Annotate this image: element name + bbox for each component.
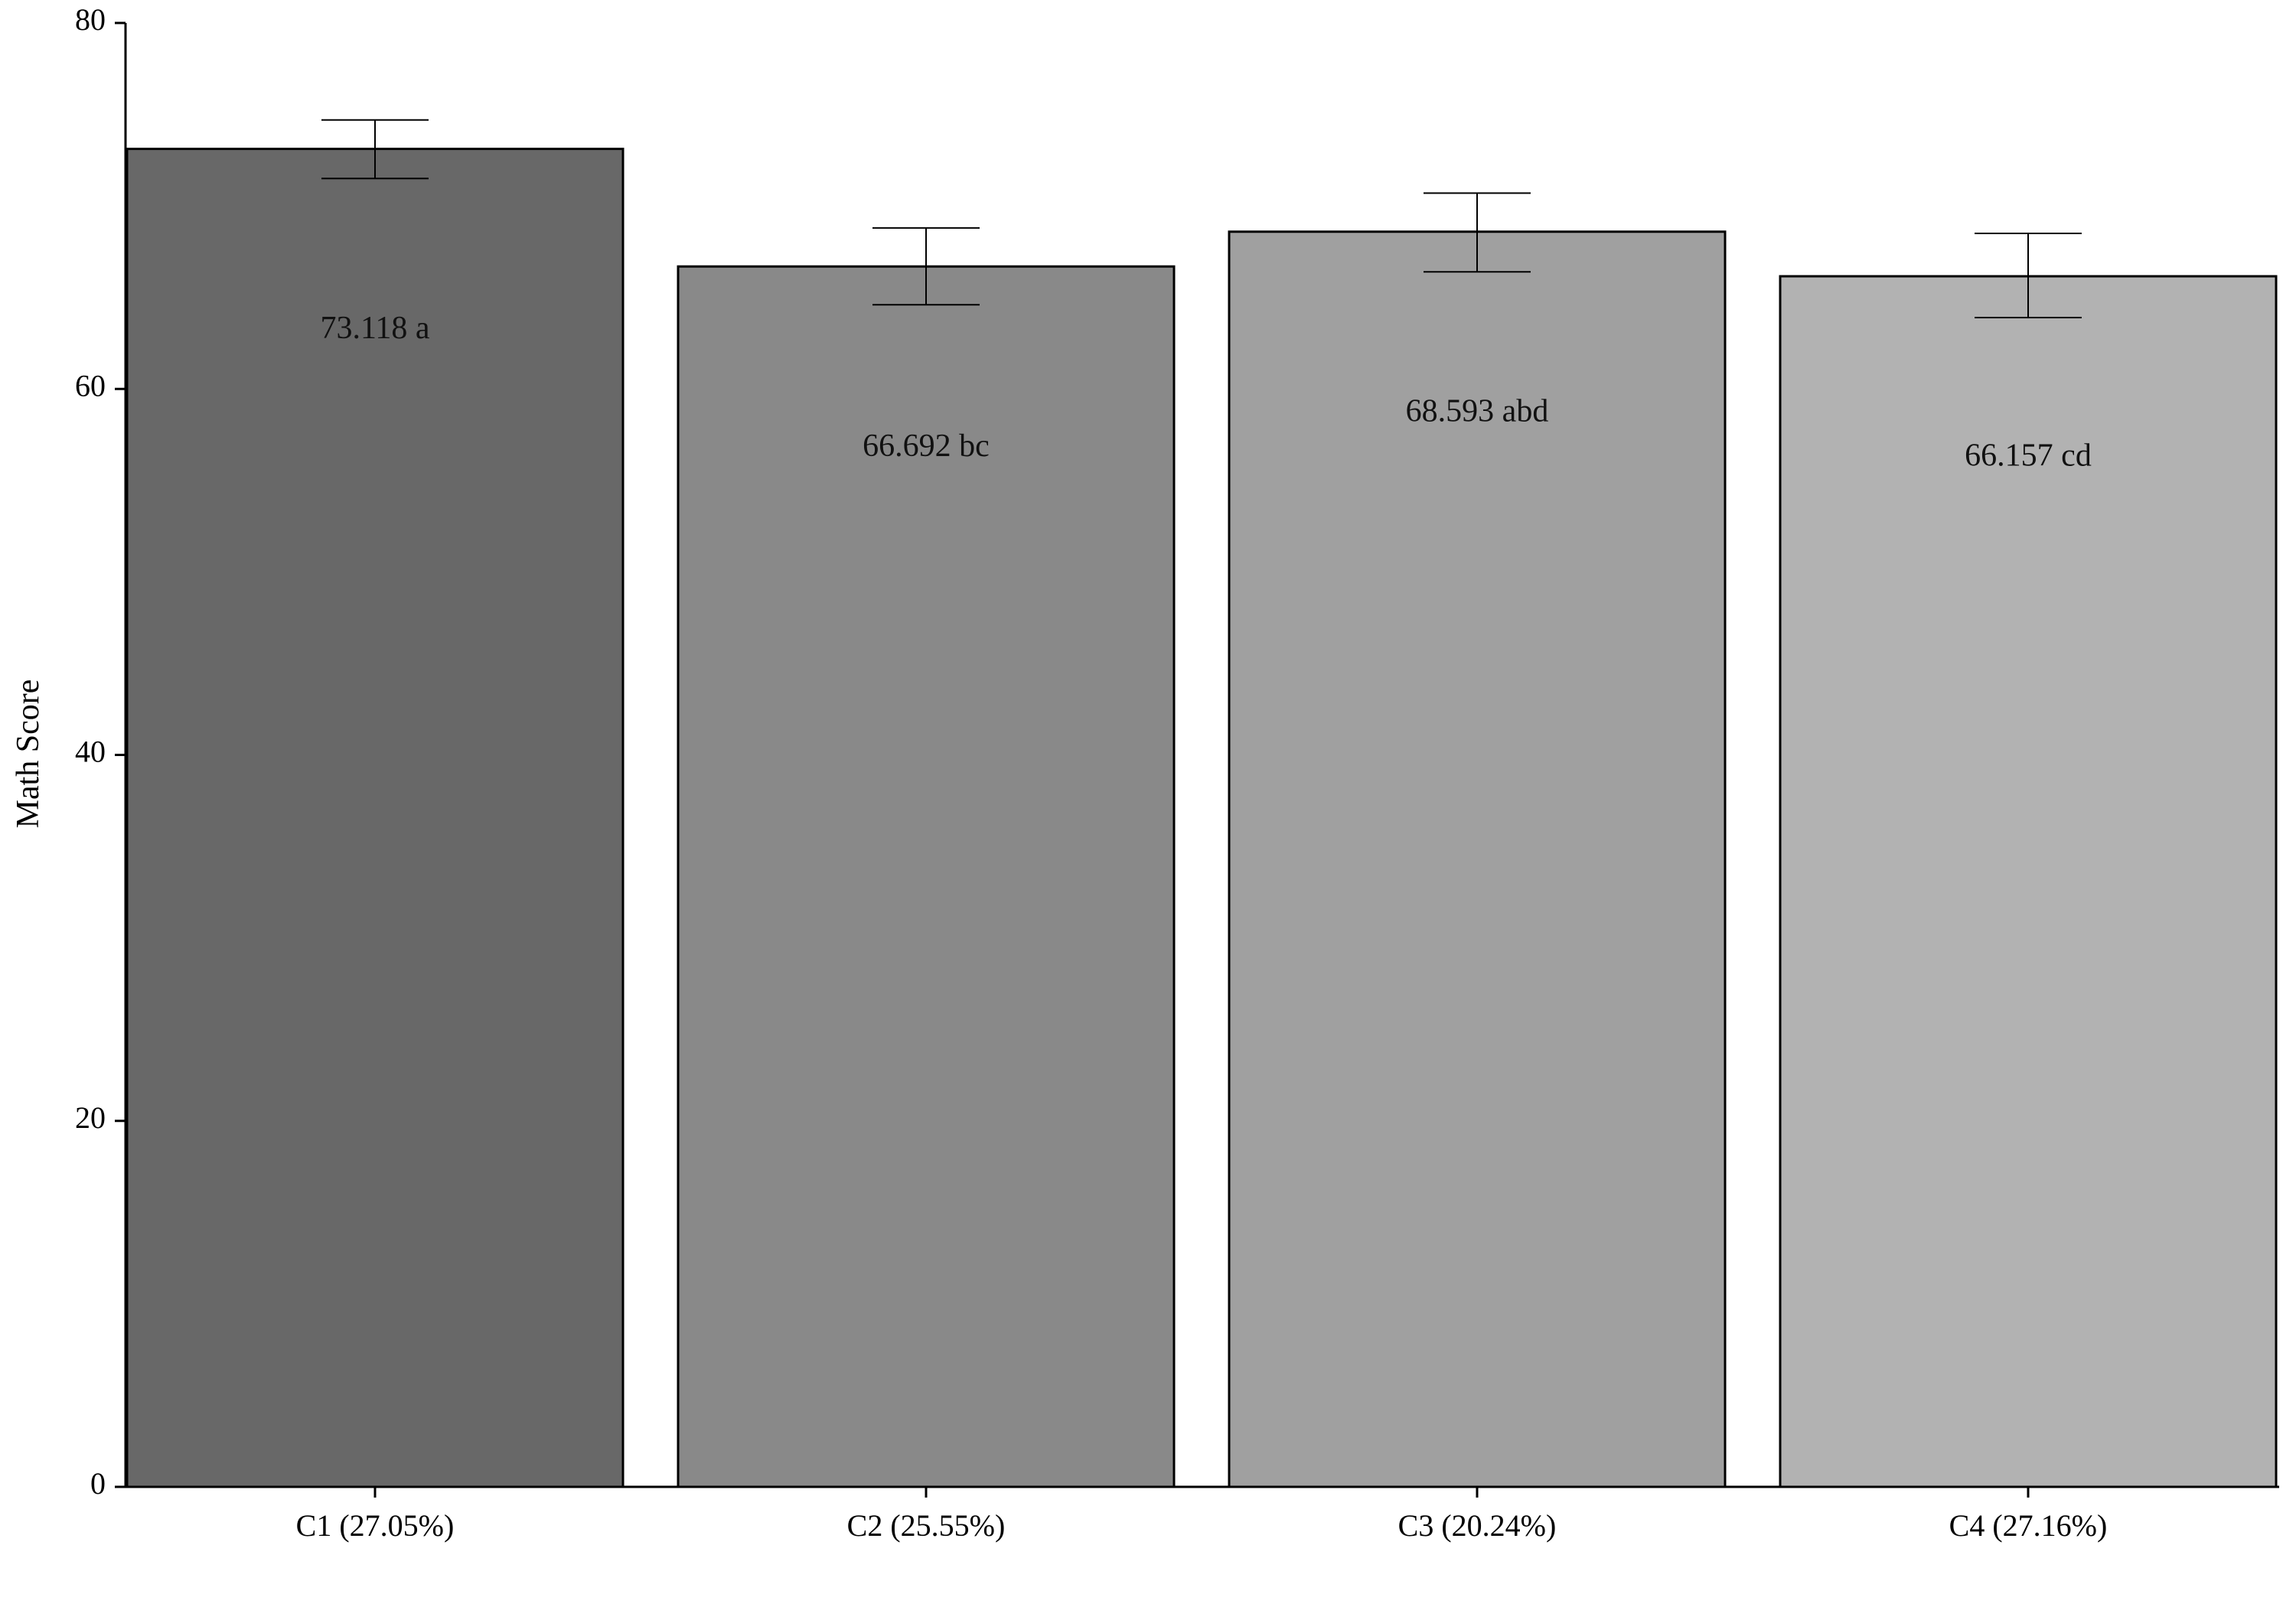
value-labels-group: 73.118 a 66.692 bc 68.593 abd 66.157 cd [320, 311, 2091, 473]
bars-group [126, 148, 2278, 1488]
value-label-4: 66.157 cd [1965, 438, 2092, 474]
error-bar-4 [1975, 232, 2082, 318]
error-bar-1 [321, 119, 429, 180]
x-tick-label-2: C2 (25.55%) [847, 1508, 1006, 1543]
y-ticks-group: 0 20 40 60 80 [75, 2, 126, 1501]
x-tick-label-1: C1 (27.05%) [296, 1508, 455, 1543]
bar-2 [677, 265, 1176, 1488]
y-axis-title: Math Score [11, 680, 46, 829]
value-label-3: 68.593 abd [1406, 393, 1549, 429]
y-tick-label-80: 80 [75, 2, 106, 37]
error-bars-group [321, 119, 2082, 318]
error-bar-3 [1424, 192, 1531, 273]
x-tick-label-4: C4 (27.16%) [1949, 1508, 2108, 1543]
y-tick-label-60: 60 [75, 368, 106, 403]
value-label-2: 66.692 bc [863, 429, 990, 464]
bar-3 [1228, 230, 1727, 1488]
y-tick-label-20: 20 [75, 1100, 106, 1135]
bar-1 [126, 148, 625, 1488]
error-bar-2 [872, 227, 980, 306]
y-tick-label-40: 40 [75, 735, 106, 769]
x-ticks-group: C1 (27.05%) C2 (25.55%) C3 (20.24%) C4 (27.… [296, 1487, 2108, 1543]
x-tick-label-3: C3 (20.24%) [1398, 1508, 1557, 1543]
y-tick-label-0: 0 [90, 1466, 106, 1501]
value-label-1: 73.118 a [320, 311, 429, 346]
